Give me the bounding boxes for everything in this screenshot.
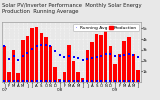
- Point: [12, 80, 15, 82]
- Bar: [16, 73, 20, 82]
- Point: [81, 59, 84, 61]
- Point: [118, 80, 121, 82]
- Point: [132, 54, 135, 56]
- Point: [54, 80, 56, 82]
- Bar: [49, 46, 52, 82]
- Bar: [95, 34, 98, 82]
- Bar: [81, 78, 84, 82]
- Point: [77, 57, 79, 59]
- Bar: [58, 79, 61, 82]
- Point: [128, 54, 130, 55]
- Bar: [136, 70, 140, 82]
- Bar: [26, 36, 29, 82]
- Point: [81, 80, 84, 82]
- Bar: [127, 37, 131, 82]
- Point: [72, 56, 75, 57]
- Bar: [12, 50, 15, 82]
- Point: [118, 55, 121, 57]
- Point: [91, 57, 93, 59]
- Point: [68, 55, 70, 57]
- Point: [128, 80, 130, 82]
- Point: [114, 55, 116, 57]
- Point: [8, 58, 10, 59]
- Point: [35, 45, 38, 47]
- Bar: [44, 37, 48, 82]
- Point: [91, 80, 93, 82]
- Point: [86, 80, 89, 82]
- Bar: [104, 30, 108, 82]
- Point: [109, 54, 112, 55]
- Point: [109, 80, 112, 82]
- Bar: [118, 54, 121, 82]
- Bar: [109, 46, 112, 82]
- Bar: [3, 46, 6, 82]
- Point: [26, 80, 29, 82]
- Bar: [7, 72, 11, 82]
- Point: [45, 44, 47, 46]
- Point: [114, 80, 116, 82]
- Bar: [99, 35, 103, 82]
- Point: [72, 80, 75, 82]
- Point: [31, 80, 33, 82]
- Point: [95, 80, 98, 82]
- Bar: [67, 44, 71, 82]
- Point: [104, 80, 107, 82]
- Point: [123, 54, 125, 56]
- Bar: [90, 42, 94, 82]
- Point: [3, 45, 6, 46]
- Point: [137, 80, 139, 82]
- Bar: [63, 72, 66, 82]
- Point: [17, 80, 20, 82]
- Bar: [35, 27, 38, 82]
- Point: [104, 53, 107, 55]
- Bar: [53, 67, 57, 82]
- Point: [17, 59, 20, 61]
- Point: [8, 80, 10, 82]
- Point: [54, 50, 56, 52]
- Text: Solar PV/Inverter Performance  Monthly Solar Energy Production  Running Average: Solar PV/Inverter Performance Monthly So…: [2, 3, 141, 14]
- Point: [58, 54, 61, 56]
- Bar: [132, 54, 135, 82]
- Point: [63, 80, 66, 82]
- Point: [35, 80, 38, 82]
- Bar: [40, 33, 43, 82]
- Bar: [21, 40, 24, 82]
- Point: [3, 80, 6, 82]
- Point: [22, 80, 24, 82]
- Point: [77, 80, 79, 82]
- Bar: [30, 28, 34, 82]
- Point: [45, 80, 47, 82]
- Point: [40, 44, 43, 46]
- Bar: [113, 64, 117, 82]
- Point: [100, 80, 102, 82]
- Point: [100, 55, 102, 56]
- Bar: [86, 50, 89, 82]
- Point: [58, 80, 61, 82]
- Bar: [72, 61, 75, 82]
- Bar: [122, 41, 126, 82]
- Point: [12, 55, 15, 57]
- Point: [132, 80, 135, 82]
- Point: [49, 80, 52, 82]
- Point: [22, 55, 24, 57]
- Point: [86, 58, 89, 60]
- Point: [49, 45, 52, 47]
- Point: [26, 52, 29, 54]
- Point: [68, 80, 70, 82]
- Point: [63, 56, 66, 58]
- Point: [31, 48, 33, 50]
- Point: [40, 80, 43, 82]
- Legend: Running Avg, Production: Running Avg, Production: [73, 24, 139, 31]
- Point: [95, 56, 98, 57]
- Bar: [76, 72, 80, 82]
- Point: [123, 80, 125, 82]
- Point: [137, 56, 139, 58]
